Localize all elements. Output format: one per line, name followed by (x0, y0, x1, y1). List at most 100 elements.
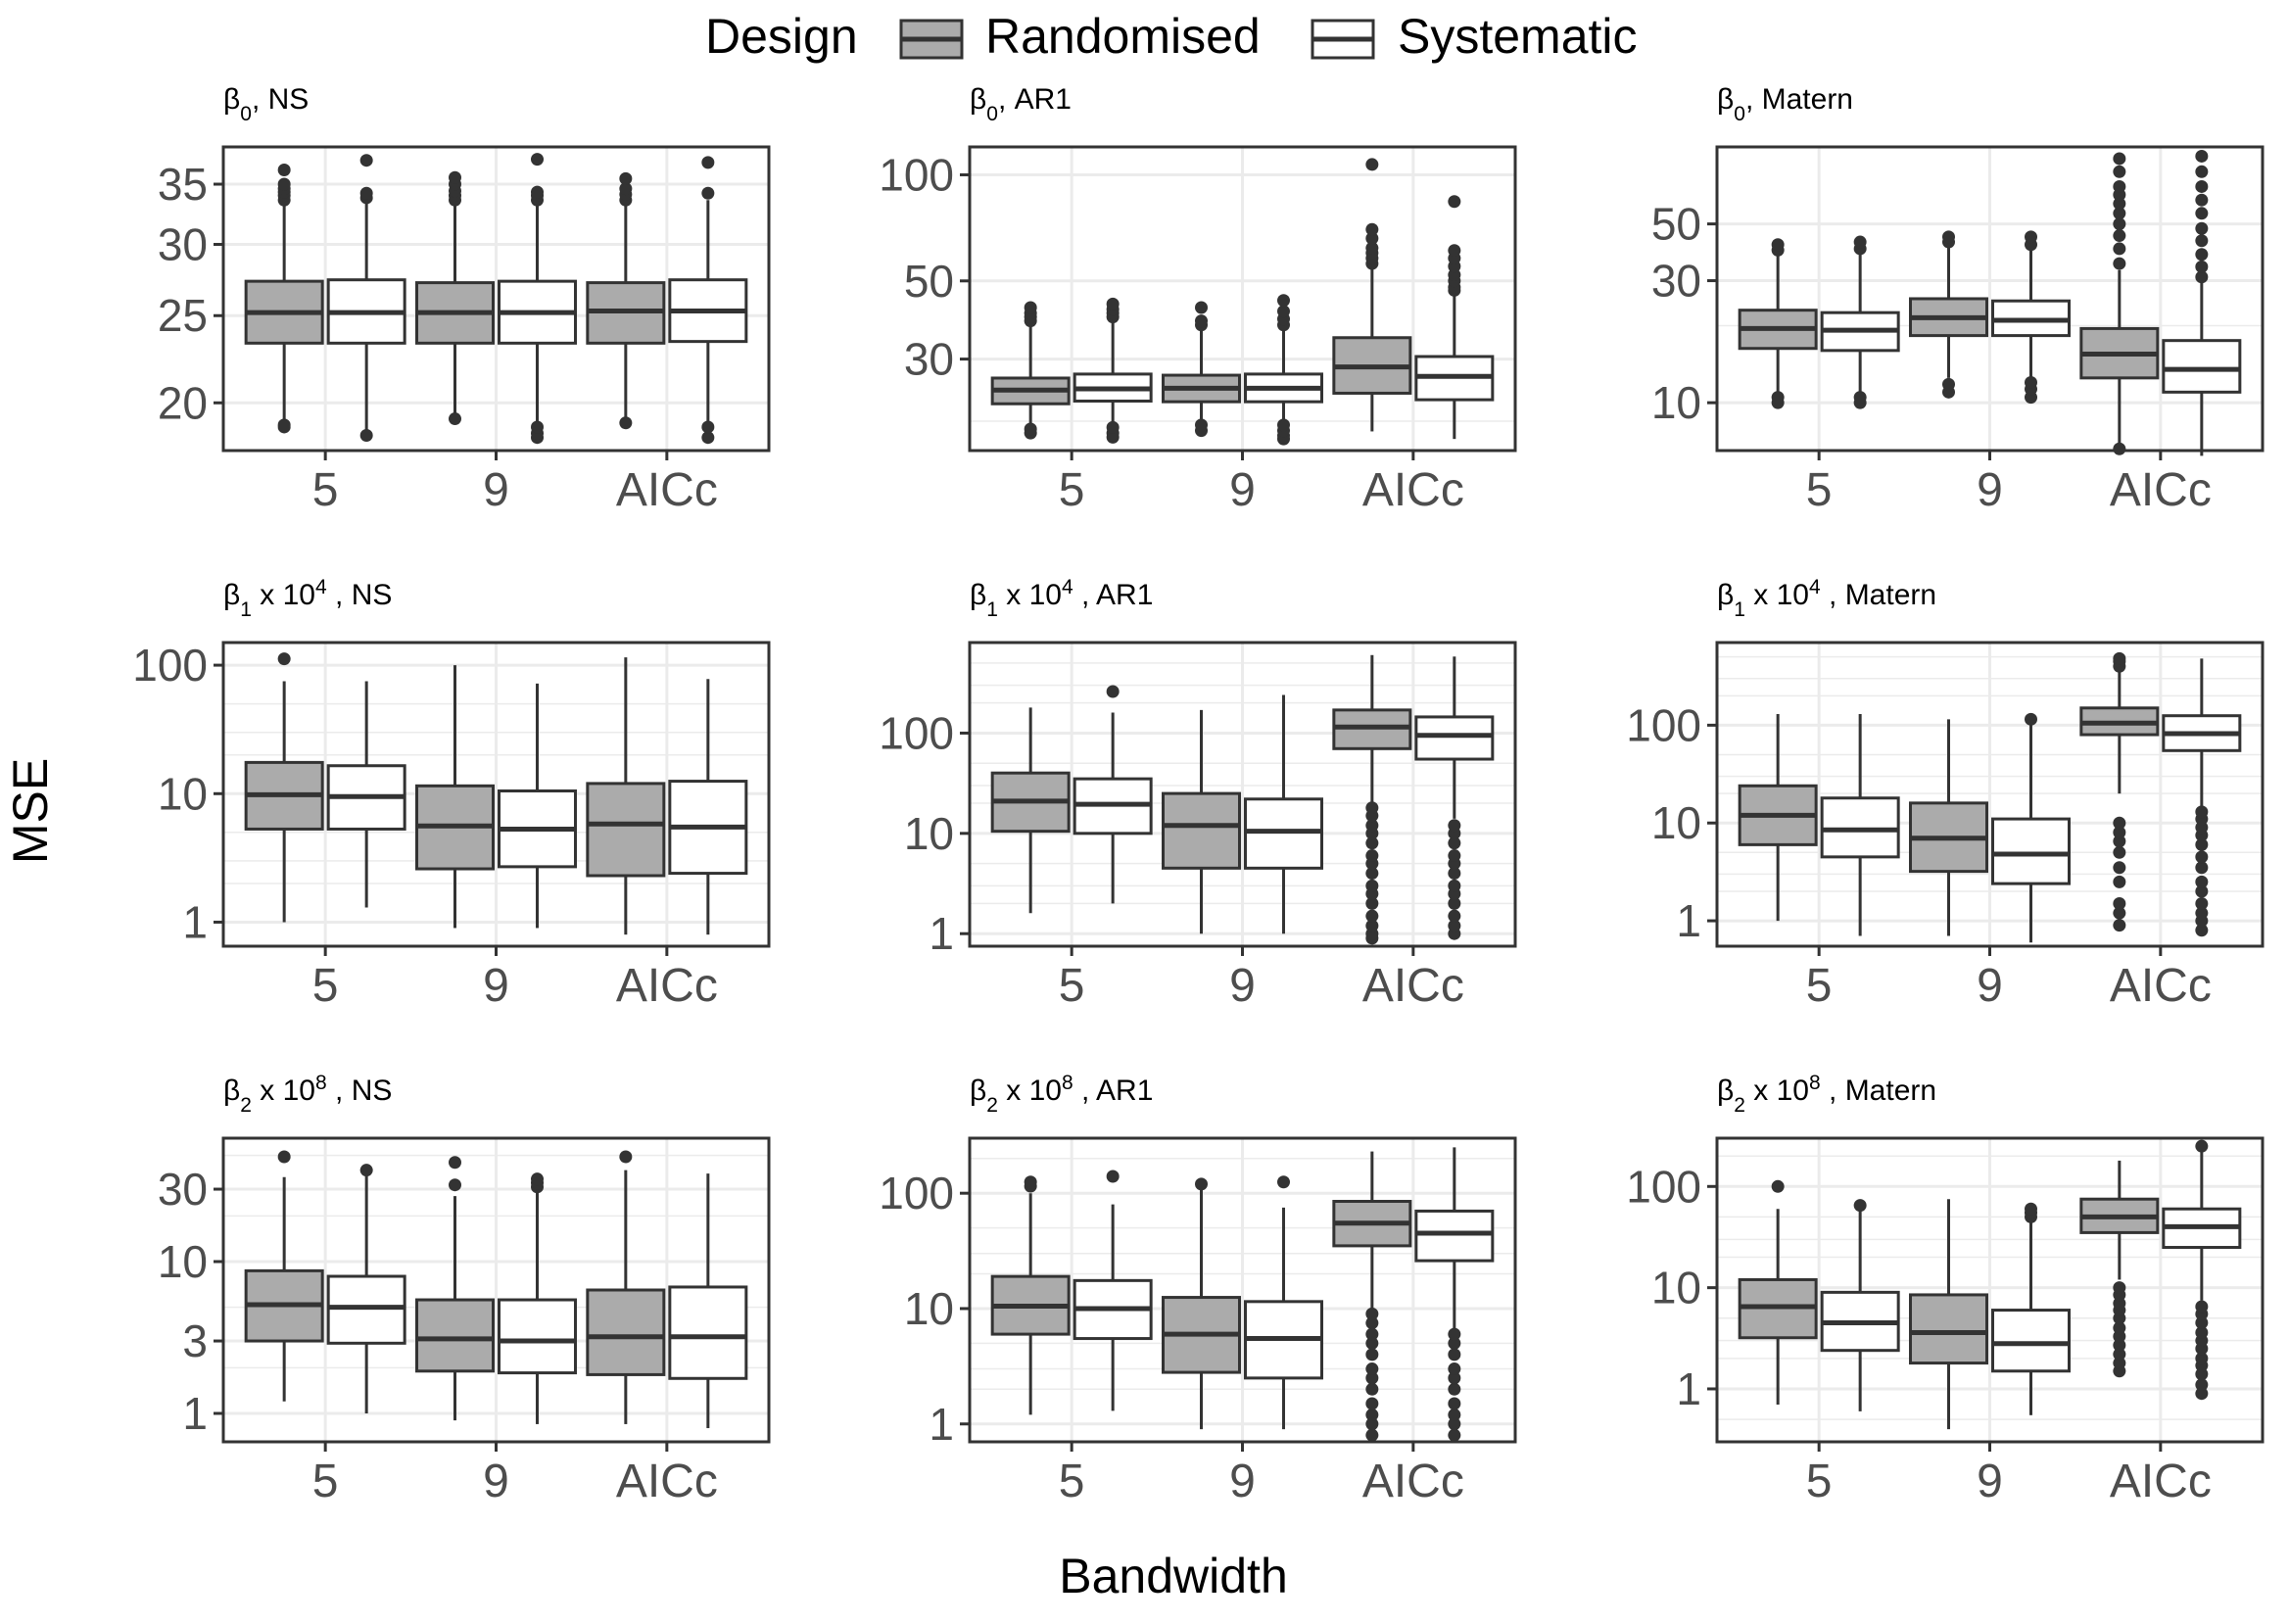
y-tick-label: 30 (158, 1164, 208, 1215)
outlier-point (1195, 1177, 1208, 1191)
outlier-point (359, 429, 373, 443)
outlier-point (2195, 1352, 2209, 1365)
box-9-systematic (1244, 294, 1323, 446)
panel-title-subscript: 2 (1734, 1094, 1745, 1117)
y-tick-label: 30 (1651, 256, 1701, 307)
box-aicc-systematic (1414, 1147, 1495, 1442)
y-tick-label: 20 (158, 377, 208, 428)
y-tick-label: 35 (158, 159, 208, 210)
box-iqr (586, 782, 666, 878)
panel-title-symbol: β (970, 83, 986, 116)
box-9-randomised (1162, 301, 1241, 438)
outlier-point (2113, 1348, 2126, 1361)
panel-title-text: x 10 (998, 579, 1062, 611)
outlier-point (2113, 816, 2126, 830)
box-iqr (1414, 715, 1495, 761)
outlier-point (2113, 1357, 2126, 1370)
outlier-point (359, 154, 373, 167)
box-aicc-randomised (2079, 1160, 2160, 1378)
panel-title-suffix: , Matern (1821, 1075, 1936, 1107)
outlier-point (1448, 1348, 1461, 1361)
outlier-point (619, 416, 633, 430)
outlier-point (2195, 884, 2209, 898)
outlier-point (1365, 879, 1379, 892)
outlier-point (1365, 896, 1379, 910)
panel-title: β2 x 108 , AR1 (970, 1072, 1153, 1117)
x-tick-label: 5 (1806, 464, 1833, 516)
x-tick-label: 9 (483, 1456, 509, 1507)
panel-title-symbol: β (970, 579, 986, 611)
panel-title-text: x 10 (252, 1075, 315, 1107)
outlier-point (1365, 1397, 1379, 1410)
box-aicc-systematic (2162, 1139, 2242, 1401)
panel-title: β1 x 104 , NS (223, 576, 392, 621)
outlier-point (1365, 241, 1379, 255)
panel-title-symbol: β (1717, 579, 1734, 611)
outlier-point (619, 171, 633, 185)
panel-title-subscript: 1 (240, 598, 252, 621)
panel-title-symbol: β (223, 579, 240, 611)
outlier-point (2195, 1387, 2209, 1401)
y-tick-label: 100 (132, 640, 208, 691)
panel-8: β2 x 108 , AR1 1 10 100 5 9 AICc (879, 1072, 1517, 1507)
box-aicc-randomised (586, 1150, 666, 1424)
panel-title-subscript: 2 (240, 1094, 252, 1117)
x-tick-label: AICc (2110, 464, 2212, 516)
panel-title: β0, AR1 (970, 83, 1072, 125)
outlier-point (1365, 801, 1379, 815)
box-9-systematic (1244, 694, 1323, 934)
box-5-systematic (1073, 297, 1153, 444)
box-9-randomised (1909, 719, 1988, 936)
box-iqr (498, 1298, 577, 1375)
x-tick-label: 5 (1059, 1456, 1085, 1507)
x-tick-label: 5 (1806, 960, 1833, 1012)
y-tick-label: 3 (182, 1315, 208, 1366)
outlier-point (1448, 1408, 1461, 1421)
panel-title-text: , Matern (1745, 83, 1853, 116)
outlier-point (1365, 1336, 1379, 1350)
outlier-point (2195, 850, 2209, 864)
outlier-point (1195, 418, 1208, 432)
box-9-randomised (1909, 230, 1988, 399)
outlier-point (2195, 924, 2209, 937)
box-aicc-randomised (1332, 1151, 1412, 1442)
outlier-point (1448, 909, 1461, 923)
outlier-point (2025, 375, 2037, 389)
x-tick-label: AICc (1362, 1456, 1464, 1507)
outlier-point (2113, 165, 2126, 178)
panel-title-subscript: 0 (240, 103, 252, 125)
box-9-systematic (1991, 230, 2071, 405)
outlier-point (1365, 909, 1379, 923)
outlier-point (619, 182, 633, 196)
panel-title-superscript: 4 (1809, 576, 1821, 598)
outlier-point (2195, 875, 2209, 888)
outlier-point (1106, 297, 1120, 310)
outlier-point (277, 652, 291, 666)
box-aicc-systematic (668, 679, 748, 935)
outlier-point (2113, 152, 2126, 166)
box-aicc-systematic (2162, 658, 2242, 937)
panel-title-suffix: , NS (327, 1075, 393, 1107)
x-tick-label: 5 (1806, 1456, 1833, 1507)
outlier-point (1448, 195, 1461, 209)
outlier-point (2195, 165, 2209, 178)
outlier-point (1448, 244, 1461, 258)
outlier-point (1448, 919, 1461, 932)
box-5-randomised (990, 1175, 1071, 1415)
box-5-randomised (244, 163, 324, 434)
box-5-randomised (990, 707, 1071, 914)
panel-title-subscript: 2 (986, 1094, 998, 1117)
box-5-randomised (244, 1150, 324, 1402)
outlier-point (1448, 1362, 1461, 1376)
outlier-point (1365, 1362, 1379, 1376)
box-9-randomised (415, 170, 495, 426)
outlier-point (1853, 1199, 1867, 1213)
box-aicc-randomised (1332, 158, 1412, 432)
y-tick-label: 10 (904, 808, 954, 859)
panel-2: β0, AR1 30 50 100 5 9 AICc (879, 83, 1517, 516)
outlier-point (2113, 217, 2126, 231)
box-5-randomised (990, 301, 1071, 440)
x-tick-label: 9 (1977, 1456, 2003, 1507)
